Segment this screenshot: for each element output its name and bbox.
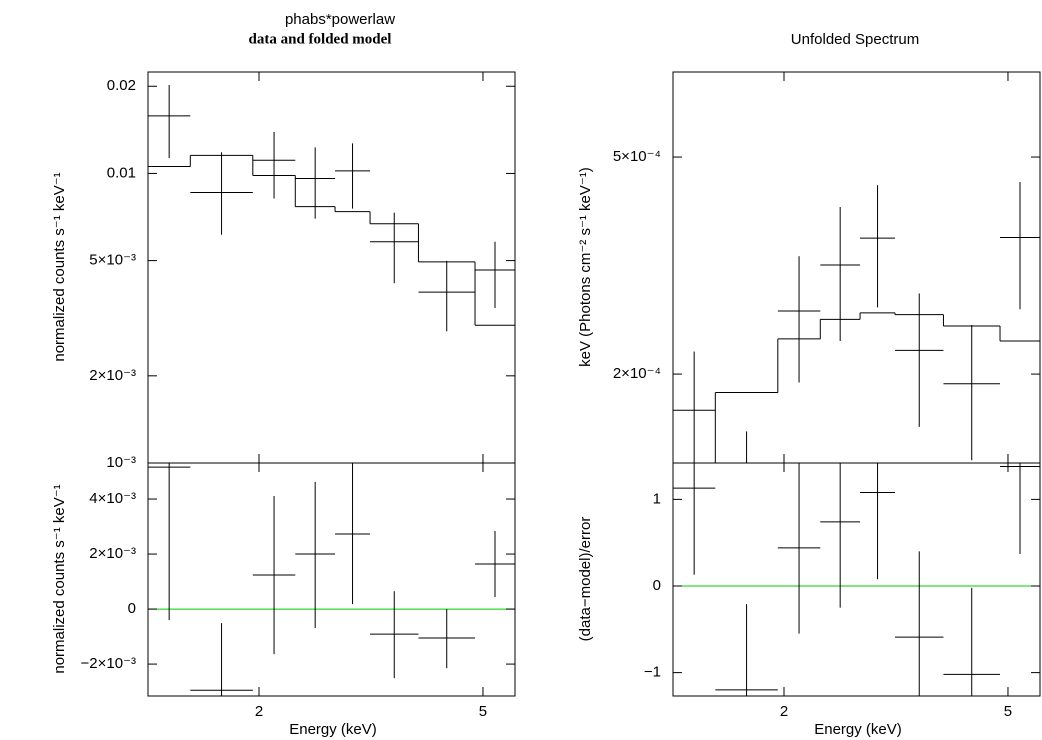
- plot-area: [148, 463, 515, 696]
- y-tick-label: 2×10⁻³: [89, 545, 136, 562]
- y-axis-label: (data−model)/error: [577, 517, 594, 642]
- y-tick-label: 2×10⁻³: [89, 367, 136, 384]
- plot-area: [673, 463, 1040, 696]
- plot-frame: [672, 462, 1041, 697]
- plot-frame: [147, 462, 516, 697]
- x-tick-label: 2: [780, 703, 788, 720]
- y-tick-label: 0: [128, 600, 136, 617]
- y-tick-label: 0.01: [107, 164, 136, 181]
- y-tick-label: 0.02: [107, 77, 136, 94]
- y-tick-label: −1: [644, 664, 661, 681]
- x-axis-label: Energy (keV): [814, 721, 902, 738]
- y-tick-label: 0: [653, 577, 661, 594]
- y-axis-label: normalized counts s⁻¹ keV⁻¹: [51, 484, 68, 673]
- y-tick-label: 5×10⁻³: [89, 252, 136, 269]
- plot-subtitle: data and folded model: [249, 31, 392, 47]
- plot-area: [673, 182, 1040, 463]
- y-axis-label: normalized counts s⁻¹ keV⁻¹: [51, 172, 68, 361]
- y-tick-label: 1: [653, 490, 661, 507]
- x-axis-label: Energy (keV): [289, 721, 377, 738]
- y-axis-label: keV (Photons cm⁻² s⁻¹ keV⁻¹): [577, 167, 594, 367]
- y-tick-label: −2×10⁻³: [81, 655, 136, 672]
- y-tick-label: 10⁻³: [106, 454, 136, 471]
- plot-title: phabs*powerlaw: [285, 11, 395, 28]
- x-tick-label: 5: [1004, 703, 1012, 720]
- x-tick-label: 2: [255, 703, 263, 720]
- x-tick-label: 5: [479, 703, 487, 720]
- y-tick-label: 2×10⁻⁴: [613, 365, 661, 382]
- plot-title: Unfolded Spectrum: [791, 31, 919, 48]
- plot-area: [148, 85, 515, 332]
- y-tick-label: 5×10⁻⁴: [613, 148, 661, 165]
- y-tick-label: 4×10⁻³: [89, 490, 136, 507]
